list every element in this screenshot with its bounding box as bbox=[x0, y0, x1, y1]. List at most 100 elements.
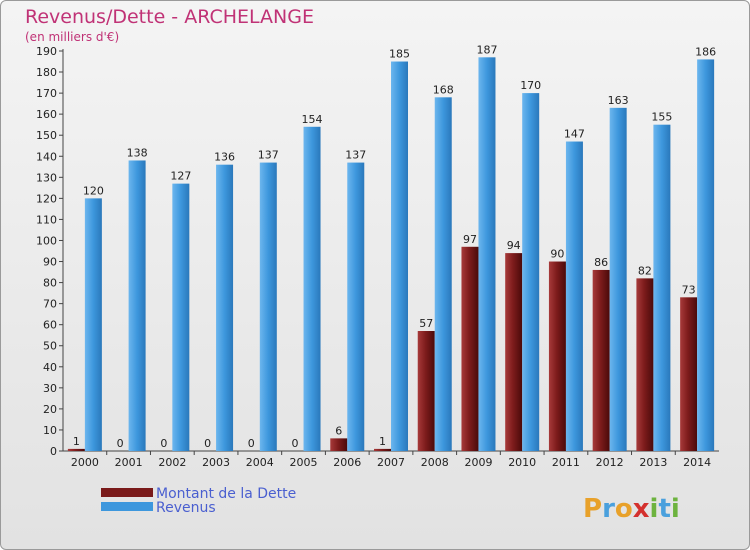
y-tick-label: 50 bbox=[43, 340, 57, 353]
data-label-dette: 6 bbox=[335, 424, 342, 437]
data-label-dette: 0 bbox=[204, 437, 211, 450]
y-tick-label: 70 bbox=[43, 298, 57, 311]
bar-revenus bbox=[697, 59, 715, 451]
y-tick-label: 30 bbox=[43, 382, 57, 395]
data-label-revenus: 185 bbox=[389, 48, 410, 61]
y-tick-label: 20 bbox=[43, 403, 57, 416]
bar-revenus bbox=[434, 97, 452, 451]
bar-dette bbox=[374, 448, 391, 451]
data-label-dette: 0 bbox=[248, 437, 255, 450]
bar-revenus bbox=[653, 124, 671, 452]
x-tick-label: 2003 bbox=[202, 456, 230, 469]
data-label-revenus: 163 bbox=[608, 94, 629, 107]
bar-revenus bbox=[84, 198, 102, 451]
bar-revenus bbox=[347, 162, 365, 451]
data-label-dette: 0 bbox=[292, 437, 299, 450]
data-label-dette: 86 bbox=[594, 256, 608, 269]
x-tick-label: 2012 bbox=[596, 456, 624, 469]
bar-revenus bbox=[609, 107, 627, 451]
x-tick-label: 2014 bbox=[683, 456, 711, 469]
y-tick-label: 0 bbox=[50, 445, 57, 458]
legend-label-dette: Montant de la Dette bbox=[156, 486, 296, 502]
data-label-revenus: 186 bbox=[695, 45, 716, 58]
y-tick-label: 80 bbox=[43, 277, 57, 290]
y-tick-label: 160 bbox=[36, 108, 57, 121]
legend-label-revenus: Revenus bbox=[156, 500, 216, 516]
x-tick-label: 2008 bbox=[421, 456, 449, 469]
legend-swatch-revenus bbox=[101, 502, 153, 511]
bar-dette bbox=[461, 246, 479, 451]
x-tick-label: 2007 bbox=[377, 456, 405, 469]
data-label-dette: 90 bbox=[550, 248, 564, 261]
data-label-revenus: 120 bbox=[83, 184, 104, 197]
bar-revenus bbox=[391, 61, 408, 452]
bar-dette bbox=[505, 253, 523, 451]
bar-revenus bbox=[216, 164, 234, 451]
data-label-dette: 82 bbox=[638, 264, 652, 277]
x-tick-label: 2013 bbox=[639, 456, 667, 469]
x-tick-label: 2011 bbox=[552, 456, 580, 469]
y-tick-label: 110 bbox=[36, 213, 57, 226]
data-label-dette: 73 bbox=[682, 283, 696, 296]
data-label-revenus: 168 bbox=[433, 83, 454, 96]
y-axis: 0 10 20 30 40 50 60 70 80 90 100 110 120 130 140 150 160… bbox=[36, 45, 64, 458]
bar-revenus bbox=[259, 162, 277, 451]
x-tick-label: 2006 bbox=[333, 456, 361, 469]
x-tick-label: 2005 bbox=[290, 456, 318, 469]
bar-revenus bbox=[128, 160, 146, 451]
data-label-dette: 0 bbox=[160, 437, 167, 450]
data-label-revenus: 170 bbox=[520, 79, 541, 92]
chart-subtitle: (en milliers d'€) bbox=[25, 30, 119, 44]
data-labels: 1 120 0 138 0 127 0 136 0 137 0 154 6 137 1 185 57 168 97 1… bbox=[73, 43, 716, 450]
bar-revenus bbox=[565, 141, 583, 452]
bar-dette bbox=[592, 269, 610, 451]
data-label-revenus: 137 bbox=[258, 149, 279, 162]
y-tick-label: 180 bbox=[36, 66, 57, 79]
data-label-dette: 57 bbox=[419, 317, 433, 330]
data-label-revenus: 136 bbox=[214, 151, 235, 164]
y-tick-label: 150 bbox=[36, 129, 57, 142]
x-tick-label: 2009 bbox=[464, 456, 492, 469]
y-tick-label: 120 bbox=[36, 192, 57, 205]
bar-dette bbox=[548, 261, 566, 451]
data-label-dette: 0 bbox=[117, 437, 124, 450]
data-label-revenus: 187 bbox=[476, 43, 497, 56]
x-axis: 2000 2001 2002 2003 2004 2005 2006 2007 2008 2009… bbox=[63, 450, 719, 469]
y-tick-label: 190 bbox=[36, 45, 57, 58]
data-label-dette: 1 bbox=[73, 435, 80, 448]
x-tick-label: 2004 bbox=[246, 456, 274, 469]
bar-revenus bbox=[522, 93, 540, 452]
y-tick-label: 130 bbox=[36, 171, 57, 184]
bar-revenus bbox=[172, 183, 190, 451]
bar-revenus bbox=[478, 57, 496, 451]
data-label-revenus: 137 bbox=[345, 149, 366, 162]
legend-swatch-dette bbox=[101, 488, 153, 497]
y-tick-label: 140 bbox=[36, 150, 57, 163]
bar-dette bbox=[67, 448, 85, 451]
y-tick-label: 170 bbox=[36, 87, 57, 100]
bar-dette bbox=[417, 331, 435, 451]
data-label-revenus: 155 bbox=[651, 111, 672, 124]
y-tick-label: 10 bbox=[43, 424, 57, 437]
data-label-revenus: 127 bbox=[170, 170, 191, 183]
x-tick-label: 2010 bbox=[508, 456, 536, 469]
data-label-dette: 94 bbox=[507, 239, 521, 252]
data-label-revenus: 154 bbox=[302, 113, 323, 126]
bar-revenus bbox=[303, 126, 321, 451]
x-tick-label: 2000 bbox=[71, 456, 99, 469]
bar-dette bbox=[680, 297, 698, 451]
data-label-revenus: 147 bbox=[564, 128, 585, 141]
y-tick-label: 90 bbox=[43, 256, 57, 269]
x-tick-label: 2002 bbox=[158, 456, 186, 469]
y-tick-label: 100 bbox=[36, 234, 57, 247]
data-label-dette: 1 bbox=[379, 435, 386, 448]
chart-title: Revenus/Dette - ARCHELANGE bbox=[25, 6, 314, 28]
bar-dette bbox=[330, 438, 348, 451]
data-label-revenus: 138 bbox=[127, 146, 148, 159]
x-tick-label: 2001 bbox=[115, 456, 143, 469]
data-label-dette: 97 bbox=[463, 233, 477, 246]
bar-dette bbox=[636, 278, 654, 451]
